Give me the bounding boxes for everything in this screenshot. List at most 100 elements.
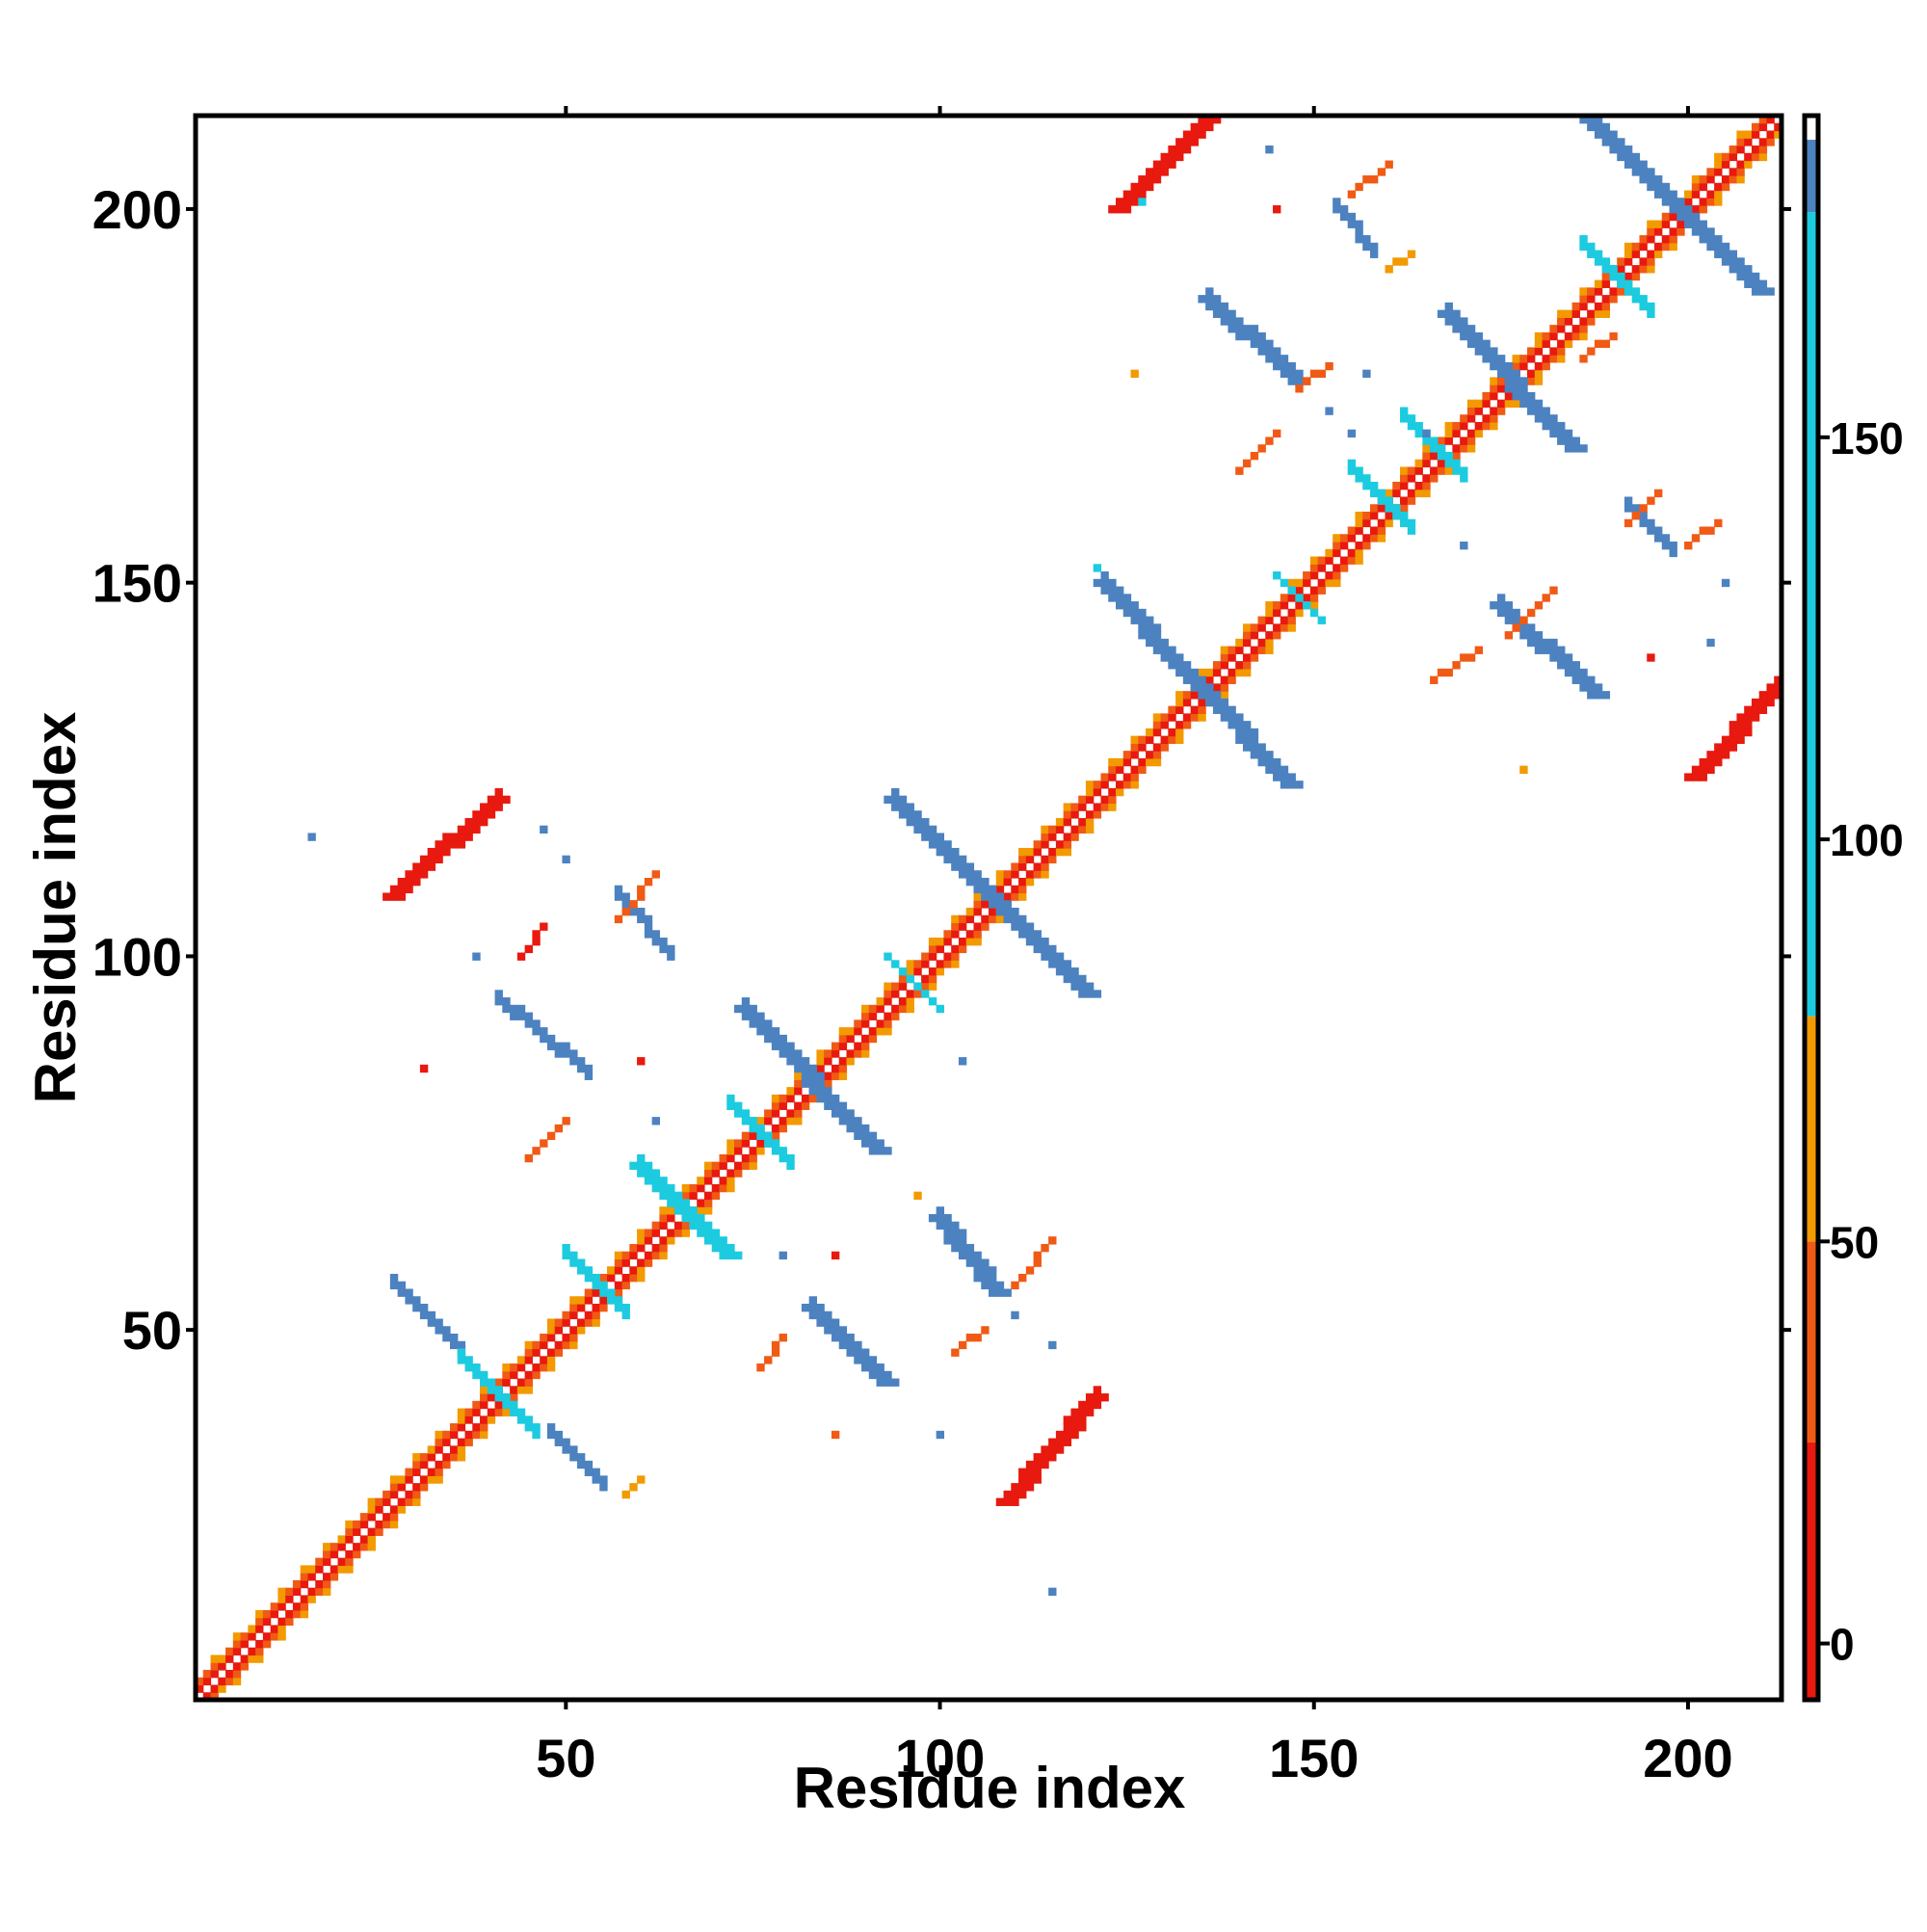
diagonal-contact <box>1594 302 1603 311</box>
parallel-contact <box>965 1334 975 1342</box>
diagonal-contact <box>741 1131 751 1140</box>
antiparallel-contact <box>1721 257 1730 266</box>
diagonal-contact <box>562 1310 570 1320</box>
antiparallel-contact <box>1205 295 1214 304</box>
diagonal-contact <box>1273 631 1281 640</box>
parallel-contact <box>419 862 429 871</box>
antiparallel-contact <box>1414 421 1423 431</box>
parallel-contact <box>472 825 481 834</box>
antiparallel-contact <box>981 877 990 887</box>
diagonal-contact <box>1175 698 1184 707</box>
parallel-contact <box>1146 168 1154 176</box>
diagonal-contact <box>1250 646 1259 654</box>
diagonal-contact <box>1093 810 1102 819</box>
parallel-contact <box>1122 190 1132 198</box>
antiparallel-contact <box>764 1027 773 1036</box>
diagonal-contact <box>435 1475 443 1484</box>
antiparallel-contact <box>681 1199 691 1207</box>
diagonal-contact <box>494 1408 503 1416</box>
diagonal-contact <box>255 1617 264 1627</box>
diagonal-contact <box>1706 168 1715 176</box>
diagonal-contact <box>1063 840 1072 849</box>
diagonal-contact <box>801 1101 810 1110</box>
parallel-contact <box>412 862 421 871</box>
diagonal-contact <box>1751 146 1760 154</box>
diagonal-contact <box>1317 556 1326 565</box>
antiparallel-contact <box>637 1153 646 1163</box>
diagonal-contact <box>1355 542 1363 550</box>
antiparallel-contact <box>576 1460 586 1469</box>
antiparallel-contact <box>689 1213 698 1223</box>
isolated-contact <box>1721 578 1730 588</box>
parallel-contact <box>1190 130 1199 139</box>
diagonal-contact <box>943 960 952 968</box>
diagonal-contact <box>951 914 960 924</box>
diagonal-contact <box>494 1378 503 1387</box>
parallel-contact <box>1721 751 1730 759</box>
diagonal-contact <box>337 1543 346 1551</box>
antiparallel-contact <box>1594 691 1603 700</box>
diagonal-contact <box>1138 743 1147 752</box>
isolated-contact <box>637 1057 646 1066</box>
diagonal-contact <box>726 1147 735 1155</box>
diagonal-contact <box>510 1393 518 1402</box>
diagonal-contact <box>1339 534 1349 543</box>
diagonal-contact <box>868 1027 878 1036</box>
diagonal-contact <box>330 1573 339 1581</box>
diagonal-contact <box>868 1012 878 1020</box>
parallel-contact <box>464 825 473 834</box>
diagonal-contact <box>1130 781 1139 789</box>
diagonal-contact <box>697 1199 705 1207</box>
parallel-contact <box>764 1356 773 1364</box>
antiparallel-contact <box>1557 646 1566 654</box>
diagonal-contact <box>824 1057 832 1066</box>
antiparallel-contact <box>1444 302 1453 311</box>
antiparallel-contact <box>1220 705 1229 714</box>
diagonal-contact <box>1400 466 1409 475</box>
diagonal-contact <box>1025 847 1035 857</box>
antiparallel-contact <box>1512 391 1520 401</box>
antiparallel-contact <box>995 908 1005 916</box>
diagonal-contact <box>1347 534 1357 543</box>
antiparallel-contact <box>1444 317 1453 326</box>
diagonal-contact <box>330 1543 339 1551</box>
diagonal-contact <box>300 1573 309 1581</box>
parallel-contact <box>1744 721 1753 729</box>
diagonal-contact <box>322 1579 331 1589</box>
isolated-contact <box>1706 638 1715 648</box>
antiparallel-contact <box>1287 586 1296 595</box>
antiparallel-contact <box>1227 713 1236 722</box>
antiparallel-contact <box>510 1004 518 1014</box>
diagonal-contact <box>255 1639 264 1649</box>
parallel-contact <box>1744 728 1753 737</box>
diagonal-contact <box>1317 564 1326 572</box>
antiparallel-contact <box>868 1147 878 1155</box>
antiparallel-contact <box>1706 227 1715 236</box>
antiparallel-contact <box>989 1281 997 1290</box>
parallel-contact <box>435 855 443 864</box>
antiparallel-contact <box>1564 668 1573 677</box>
diagonal-contact <box>965 914 975 924</box>
diagonal-contact <box>1333 542 1341 550</box>
parallel-contact <box>1744 705 1753 714</box>
diagonal-contact <box>1474 429 1484 438</box>
antiparallel-contact <box>973 885 982 894</box>
diagonal-contact <box>457 1408 466 1416</box>
parallel-contact <box>480 810 488 819</box>
diagonal-contact <box>1339 542 1349 550</box>
diagonal-contact <box>1452 451 1461 461</box>
diagonal-contact <box>1018 885 1027 894</box>
diagonal-contact <box>1280 601 1289 610</box>
antiparallel-contact <box>1205 302 1214 311</box>
diagonal-contact <box>891 990 900 998</box>
antiparallel-contact <box>1295 369 1304 379</box>
antiparallel-contact <box>1048 960 1057 968</box>
antiparallel-contact <box>1751 279 1760 288</box>
antiparallel-contact <box>1609 272 1618 281</box>
antiparallel-contact <box>1623 279 1633 288</box>
antiparallel-contact <box>1587 122 1596 132</box>
diagonal-contact <box>786 1109 795 1118</box>
diagonal-contact <box>1542 331 1550 341</box>
diagonal-contact <box>1333 571 1341 580</box>
antiparallel-contact <box>779 1042 787 1050</box>
